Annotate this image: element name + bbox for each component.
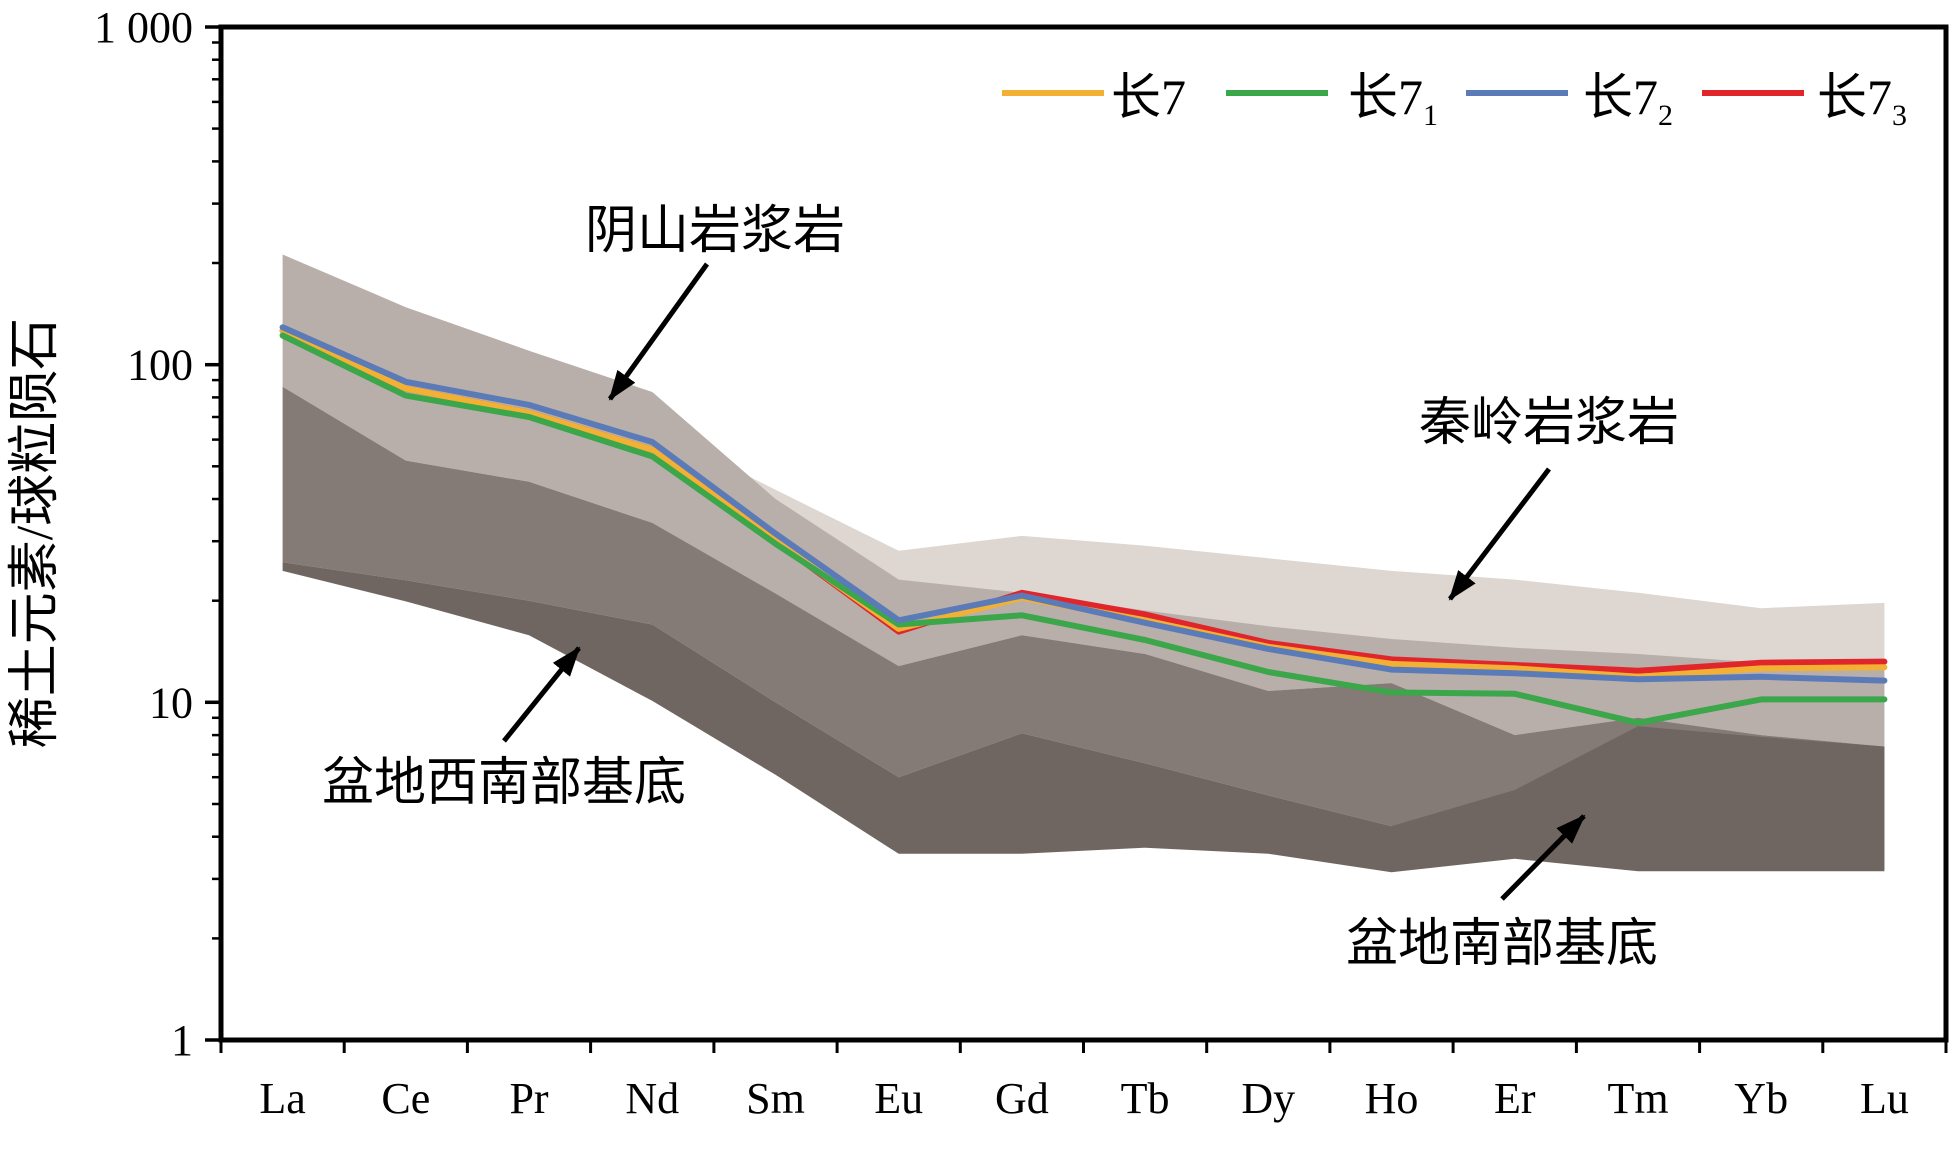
x-tick-label: Gd bbox=[995, 1074, 1049, 1123]
legend: 长7 长71 长72 长73 bbox=[1002, 69, 1907, 132]
x-tick-label: Ho bbox=[1365, 1074, 1419, 1123]
x-axis: La Ce Pr Nd Sm Eu Gd Tb Dy Ho Er Tm Yb Lu bbox=[219, 1040, 1948, 1123]
band-south-basement bbox=[282, 562, 1885, 873]
y-tick-label: 10 bbox=[149, 678, 193, 727]
legend-item: 长73 bbox=[1702, 69, 1907, 132]
legend-label-base: 长7 bbox=[1817, 69, 1892, 125]
legend-label: 长72 bbox=[1583, 69, 1673, 132]
x-tick-label: Lu bbox=[1860, 1074, 1909, 1123]
series-line-chang7-1 bbox=[279, 332, 1888, 726]
annotation-arrow-south-basement bbox=[1500, 814, 1586, 901]
band-yinshan-magmatic bbox=[282, 254, 1885, 747]
x-tick-label: Dy bbox=[1241, 1074, 1295, 1123]
legend-label-base: 长7 bbox=[1583, 69, 1658, 125]
legend-label-base: 长7 bbox=[1348, 69, 1423, 125]
y-tick-label: 1 bbox=[171, 1016, 193, 1065]
x-tick-label: Tb bbox=[1121, 1074, 1170, 1123]
x-tick-label: Er bbox=[1494, 1074, 1536, 1123]
annotation-arrow-qinling bbox=[1448, 467, 1551, 601]
legend-label: 长73 bbox=[1817, 69, 1907, 132]
x-tick-label: Nd bbox=[625, 1074, 679, 1123]
legend-label: 长71 bbox=[1348, 69, 1438, 132]
annotation-qinling-magmatic: 秦岭岩浆岩 bbox=[1419, 395, 1679, 452]
annotation-yinshan-magmatic: 阴山岩浆岩 bbox=[585, 203, 845, 260]
series-line-chang7-2 bbox=[279, 324, 1888, 684]
y-tick-label: 1 000 bbox=[94, 3, 193, 52]
x-tick-label: Pr bbox=[509, 1074, 548, 1123]
y-tick-label: 100 bbox=[127, 341, 193, 390]
legend-label-subscript: 2 bbox=[1658, 99, 1673, 132]
legend-item: 长7 bbox=[1002, 69, 1186, 125]
y-axis: 1 10 100 1 000 bbox=[94, 3, 221, 1065]
legend-label: 长7 bbox=[1111, 69, 1186, 125]
legend-item: 长72 bbox=[1466, 69, 1673, 132]
x-tick-label: Eu bbox=[874, 1074, 923, 1123]
annotation-arrow-yinshan bbox=[607, 262, 710, 401]
y-axis-label: 稀土元素/球粒陨石 bbox=[7, 318, 64, 748]
x-tick-label: Tm bbox=[1607, 1074, 1668, 1123]
x-tick-label: Ce bbox=[381, 1074, 430, 1123]
annotations: 阴山岩浆岩 秦岭岩浆岩 盆地西南部基底 盆地南部基底 bbox=[322, 203, 1679, 973]
series-lines bbox=[279, 324, 1888, 726]
annotation-south-basement: 盆地南部基底 bbox=[1346, 916, 1658, 973]
legend-label-subscript: 1 bbox=[1423, 99, 1438, 132]
legend-item: 长71 bbox=[1226, 69, 1438, 132]
band-southwest-basement bbox=[282, 386, 1885, 870]
annotation-southwest-basement: 盆地西南部基底 bbox=[322, 755, 686, 812]
x-tick-label: Sm bbox=[746, 1074, 805, 1123]
legend-label-subscript: 3 bbox=[1892, 99, 1907, 132]
annotation-arrow-southwest-basement bbox=[502, 646, 581, 743]
x-tick-label: Yb bbox=[1734, 1074, 1788, 1123]
x-tick-label: La bbox=[259, 1074, 305, 1123]
